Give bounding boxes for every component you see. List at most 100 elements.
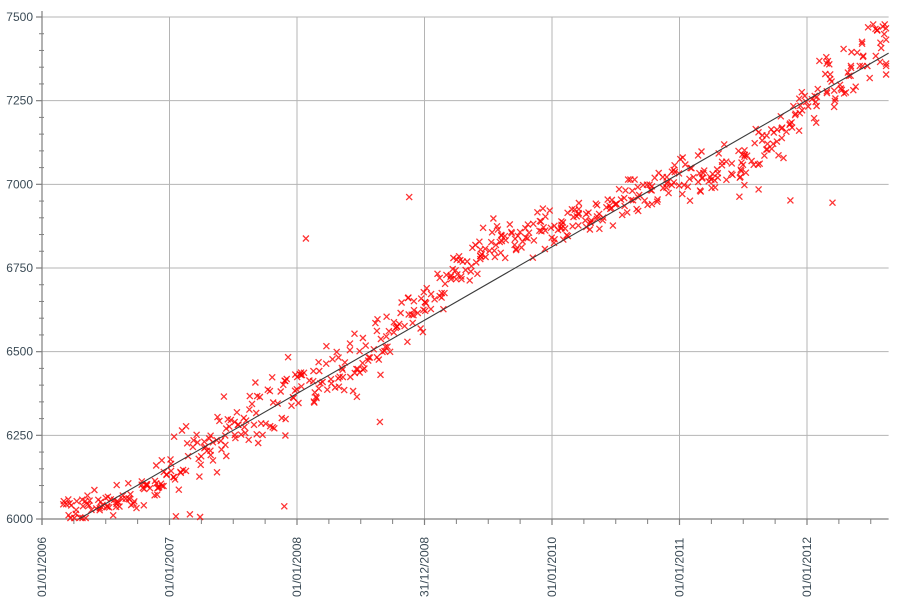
data-point xyxy=(814,85,822,93)
data-point xyxy=(648,200,656,208)
y-tick-label: 7250 xyxy=(6,94,33,108)
data-point xyxy=(241,429,249,437)
data-point xyxy=(119,495,126,503)
data-point xyxy=(681,161,689,168)
data-point xyxy=(170,433,178,441)
data-point xyxy=(751,139,759,147)
data-point xyxy=(882,36,890,44)
data-point xyxy=(822,53,830,61)
data-point xyxy=(434,270,441,278)
data-point xyxy=(586,226,594,233)
data-point xyxy=(362,342,370,350)
data-point xyxy=(536,217,544,225)
data-point xyxy=(65,511,73,519)
data-point xyxy=(84,492,91,500)
data-point xyxy=(788,118,796,126)
data-point xyxy=(398,299,406,306)
data-point xyxy=(529,220,537,228)
data-point xyxy=(570,213,577,221)
data-point xyxy=(473,270,481,278)
data-point xyxy=(564,209,572,217)
data-point xyxy=(864,23,872,31)
data-point xyxy=(349,387,357,395)
data-point xyxy=(250,421,258,429)
data-point xyxy=(679,154,687,161)
data-point xyxy=(755,128,762,136)
data-point xyxy=(356,347,364,355)
data-point xyxy=(126,490,134,498)
data-point xyxy=(245,436,253,444)
data-point xyxy=(880,30,888,38)
data-point xyxy=(856,62,864,70)
data-point xyxy=(335,354,342,361)
data-point xyxy=(858,40,866,48)
data-point xyxy=(214,413,221,421)
data-point xyxy=(417,325,425,332)
trend-line xyxy=(78,52,889,520)
data-point xyxy=(206,447,214,455)
data-point xyxy=(830,103,838,111)
data-point xyxy=(447,273,455,281)
data-point xyxy=(514,232,522,240)
data-point xyxy=(322,342,330,350)
data-point xyxy=(153,491,161,499)
data-point xyxy=(242,417,250,425)
data-point xyxy=(390,328,398,336)
data-point-outlier xyxy=(353,393,361,401)
data-point xyxy=(849,86,857,94)
x-tick-label: 01/01/2007 xyxy=(163,537,177,597)
data-point xyxy=(581,217,589,224)
data-point xyxy=(518,244,525,251)
data-point xyxy=(79,502,87,510)
data-point xyxy=(427,290,435,298)
data-point xyxy=(490,247,498,255)
data-point xyxy=(251,379,259,386)
data-point xyxy=(740,181,748,189)
data-point xyxy=(487,238,495,246)
data-point xyxy=(575,199,583,207)
data-point xyxy=(200,438,208,446)
data-point xyxy=(700,167,708,175)
data-point xyxy=(618,211,626,219)
data-point xyxy=(876,58,884,66)
data-point xyxy=(773,138,781,146)
data-point xyxy=(183,439,191,447)
data-point xyxy=(714,174,722,182)
data-point xyxy=(540,223,548,231)
data-point xyxy=(179,466,187,474)
data-point xyxy=(737,167,745,175)
data-point xyxy=(60,497,68,505)
data-point xyxy=(246,392,254,400)
data-point xyxy=(379,348,386,356)
data-point xyxy=(524,221,532,229)
data-point xyxy=(569,222,577,230)
data-point xyxy=(622,186,629,194)
data-point xyxy=(124,479,132,487)
data-point xyxy=(559,219,567,226)
data-point xyxy=(530,236,538,244)
data-point xyxy=(462,266,470,274)
data-point xyxy=(409,319,417,327)
data-point xyxy=(339,366,347,374)
data-point xyxy=(686,175,693,183)
x-tick-label: 01/01/2011 xyxy=(673,538,687,597)
data-point xyxy=(421,298,429,306)
data-point xyxy=(727,170,735,178)
data-point xyxy=(763,132,771,139)
data-point xyxy=(697,188,705,195)
data-point xyxy=(410,306,418,314)
data-point xyxy=(488,228,496,236)
data-point xyxy=(269,423,277,431)
data-point-outlier xyxy=(302,235,310,242)
data-point xyxy=(113,481,121,489)
data-point xyxy=(384,343,391,351)
data-point xyxy=(476,252,484,260)
data-point xyxy=(869,20,877,28)
data-point xyxy=(653,198,661,206)
data-point xyxy=(352,365,360,373)
data-point-outlier xyxy=(479,224,487,232)
data-point xyxy=(195,473,203,481)
data-point xyxy=(109,511,117,519)
data-point xyxy=(160,482,168,490)
